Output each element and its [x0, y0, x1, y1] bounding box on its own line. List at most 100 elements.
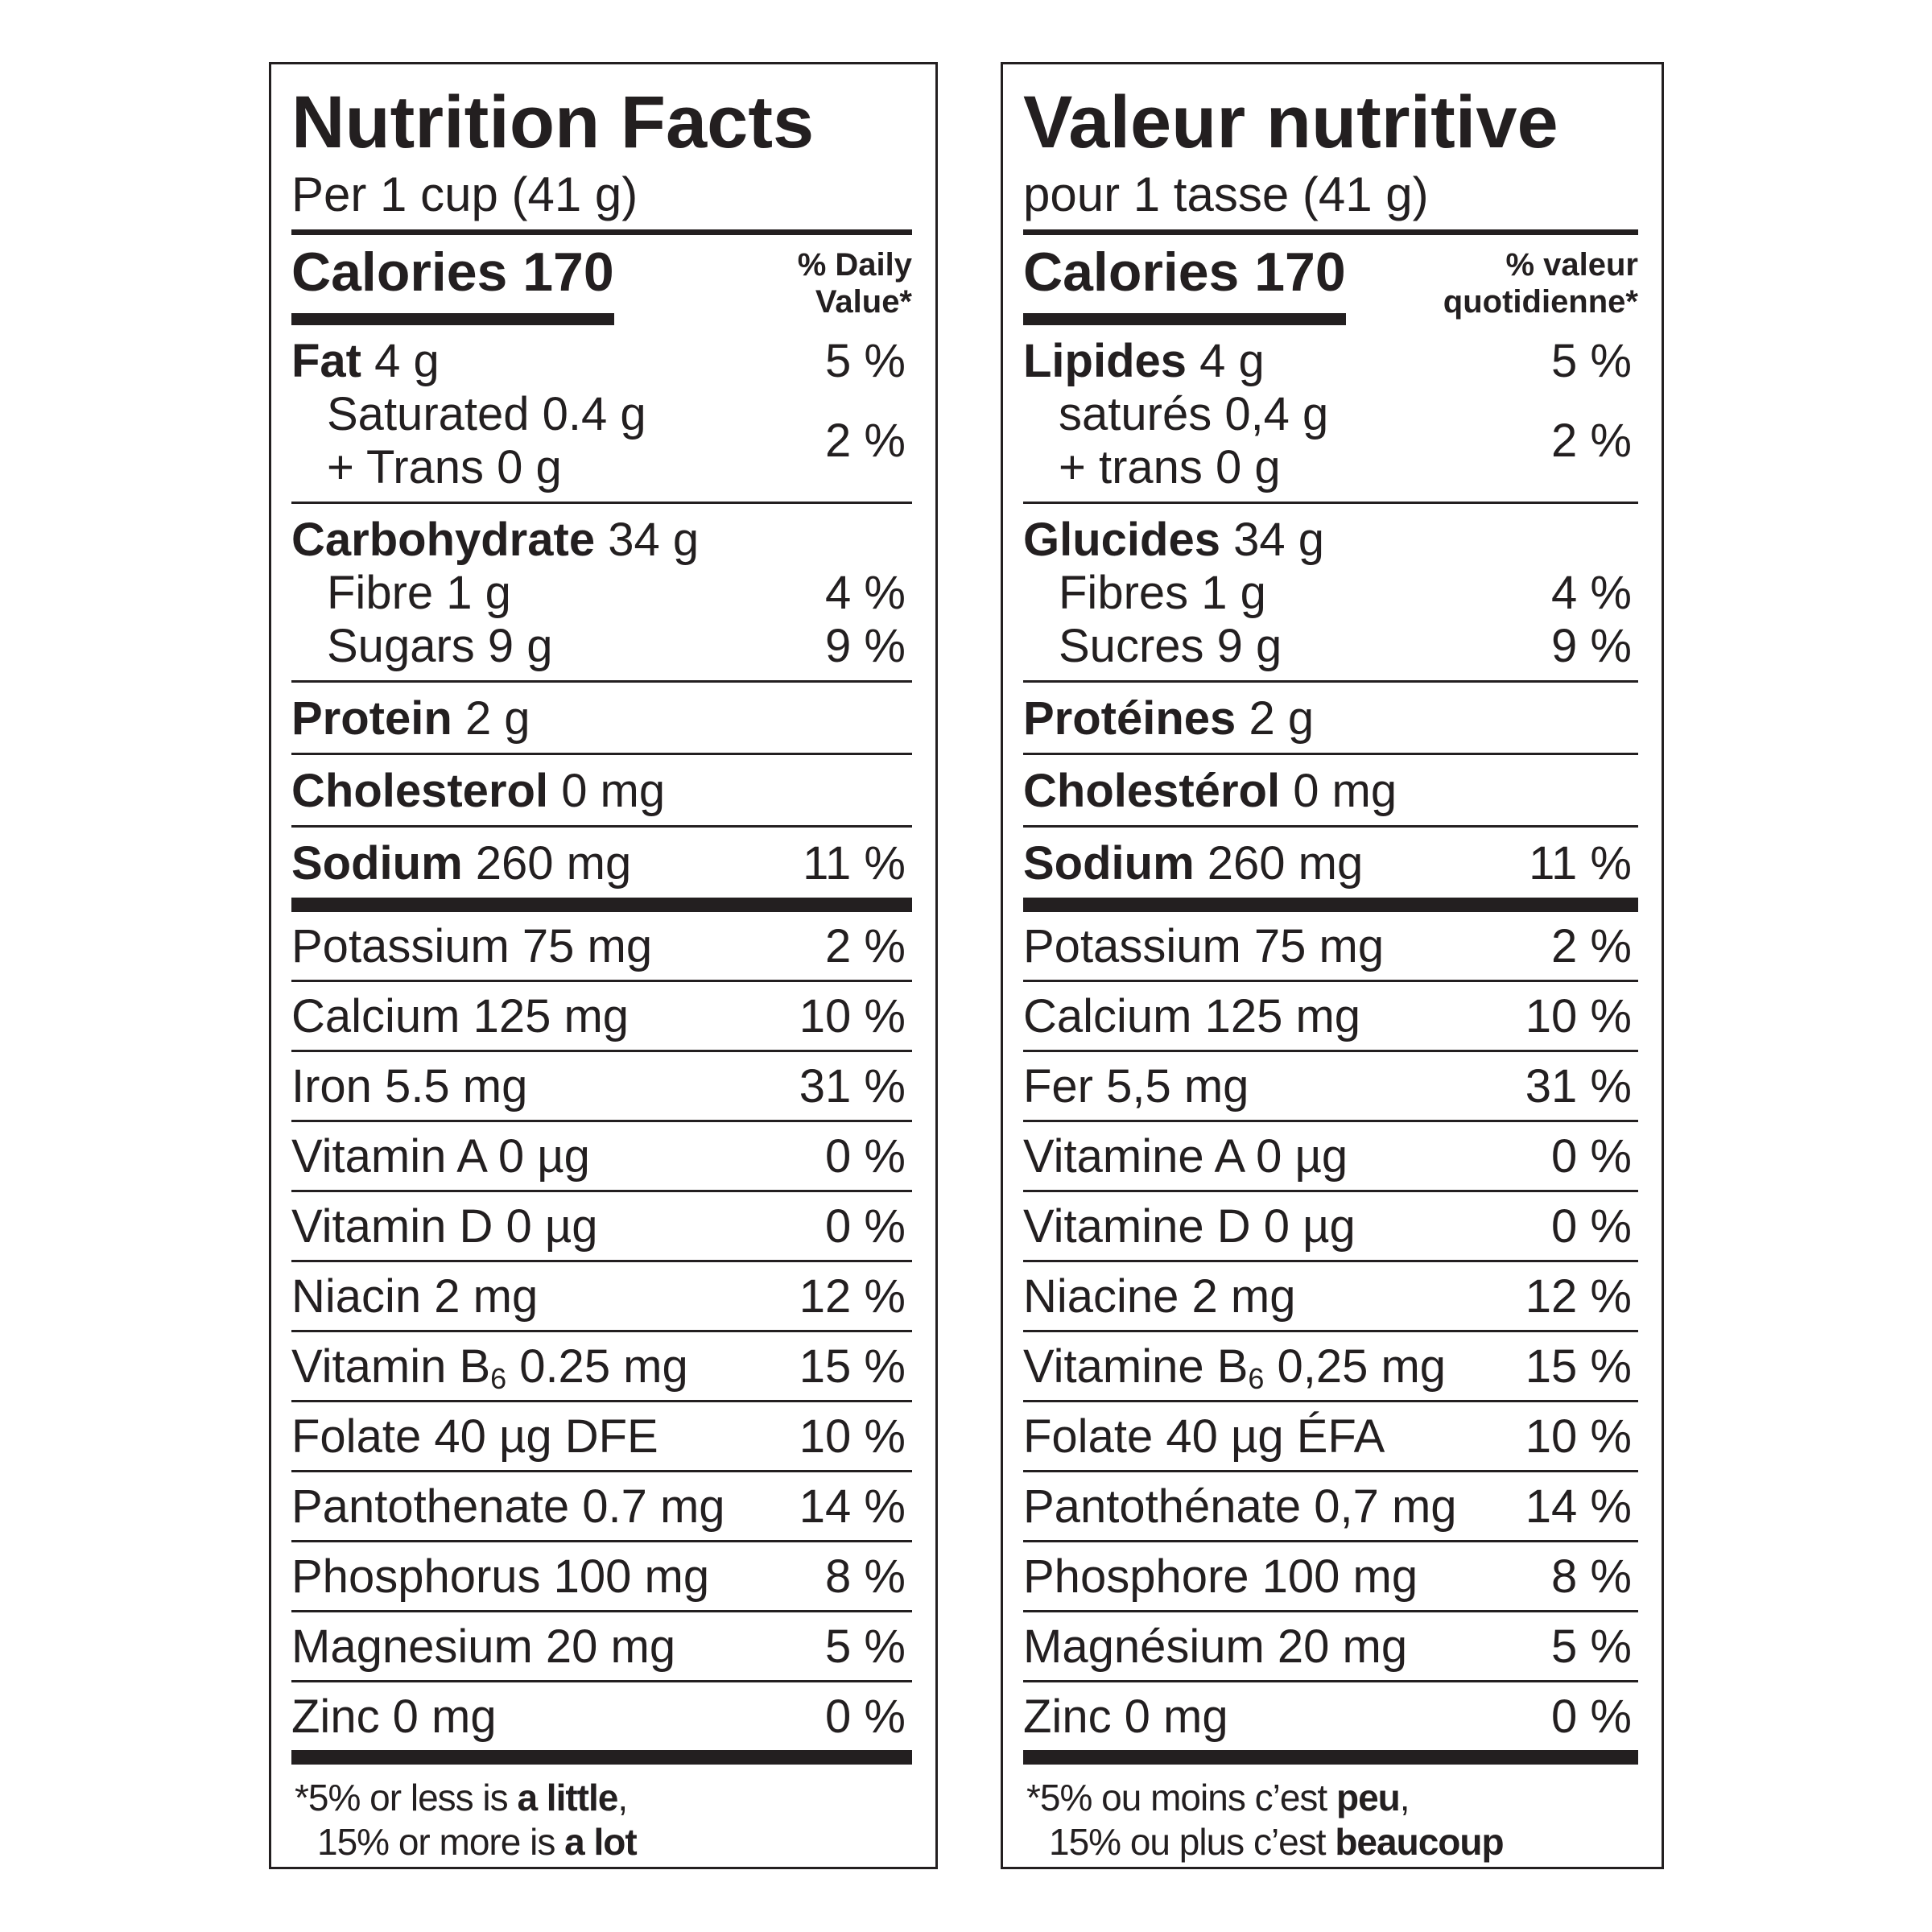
nutrient-group: Protéines 2 g [1023, 683, 1638, 753]
rule [291, 980, 912, 982]
daily-value: 0 % [1551, 1129, 1632, 1183]
footnote: *5% ou moins c’est peu, 15% ou plus c’est… [1023, 1765, 1638, 1864]
title: Valeur nutritive [1023, 81, 1558, 163]
nutrient-row: Cholestérol 0 mg [1023, 765, 1638, 818]
daily-value: 9 % [1551, 620, 1632, 672]
rule [1023, 1750, 1638, 1765]
header-line: % Daily [797, 247, 912, 283]
daily-value: 14 % [799, 1480, 906, 1533]
footnote-text: , [617, 1777, 628, 1818]
rule [1023, 1540, 1638, 1542]
daily-value: 0 % [1551, 1199, 1632, 1253]
nutrient-row: Sodium 260 mg 11 % [1023, 837, 1638, 890]
nutrient-text: Calcium 125 mg [291, 989, 630, 1042]
daily-value: 14 % [1525, 1480, 1632, 1533]
rule [1023, 1470, 1638, 1472]
nutrient-name: Protéines [1023, 692, 1236, 745]
nutrient: Protéines 2 g [1023, 692, 1314, 745]
nutrient-text: Vitamine D 0 µg [1023, 1199, 1356, 1253]
nutrient: Magnesium 20 mg [291, 1620, 675, 1674]
footnote-bold: peu [1335, 1777, 1401, 1818]
footnote-line: 15% or more is a lot [295, 1820, 912, 1864]
nutrient-row: Potassium 75 mg 2 % [1023, 912, 1638, 980]
footnote: *5% or less is a little, 15% or more is a… [291, 1765, 912, 1864]
nutrient-row: Magnésium 20 mg 5 % [1023, 1612, 1638, 1680]
nutrient-row: Zinc 0 mg 0 % [291, 1682, 912, 1750]
rule [1023, 753, 1638, 755]
nutrient-row: Vitamin D 0 µg 0 % [291, 1192, 912, 1260]
sub-row: Saturated 0.4 g + Trans 0 g 2 % [291, 388, 912, 494]
daily-value: 11 % [1529, 837, 1632, 890]
nutrient: Glucides 34 g [1023, 514, 1324, 567]
rule [291, 1680, 912, 1682]
nutrient-row: Carbohydrate 34 g [291, 514, 912, 567]
rule [1023, 1050, 1638, 1052]
header-line: Value* [815, 284, 912, 320]
nutrient-text: Pantothénate 0,7 mg [1023, 1480, 1457, 1533]
daily-value: 10 % [799, 1410, 906, 1463]
footnote-text: *5% or less is [295, 1777, 509, 1818]
nutrient-text: Vitamin D 0 µg [291, 1199, 598, 1253]
sub-nutrient: Fibres 1 g [1059, 567, 1266, 619]
sub-lines: Saturated 0.4 g + Trans 0 g [327, 388, 646, 494]
nutrient-text: Niacine 2 mg [1023, 1269, 1296, 1323]
daily-value: 10 % [1525, 1410, 1632, 1463]
sub-nutrient: + trans 0 g [1059, 441, 1281, 493]
nutrient-row: Protein 2 g [291, 692, 912, 745]
daily-value: 0 % [825, 1199, 906, 1253]
rule [1023, 1680, 1638, 1682]
nutrient-row: Iron 5.5 mg 31 % [291, 1052, 912, 1120]
rule [1023, 1330, 1638, 1332]
nutrient-name: Carbohydrate [291, 514, 596, 566]
nutrient: Folate 40 µg DFE [291, 1410, 658, 1463]
nutrient-text: Potassium 75 mg [1023, 919, 1385, 972]
daily-value: 2 % [1551, 919, 1632, 972]
footnote-line: *5% or less is a little, [295, 1776, 912, 1820]
nutrient: Vitamin B6 0.25 mg [291, 1340, 688, 1393]
title: Nutrition Facts [291, 81, 815, 163]
footnote-text: 15% ou plus c’est [1049, 1821, 1327, 1863]
rule [1023, 1260, 1638, 1262]
nutrient-row: Phosphorus 100 mg 8 % [291, 1542, 912, 1610]
nutrient-name: Cholesterol [291, 765, 549, 817]
nutrient-text: Magnésium 20 mg [1023, 1620, 1408, 1673]
daily-value: 5 % [825, 1620, 906, 1673]
nutrient-row: Glucides 34 g [1023, 514, 1638, 567]
nutrient-group: Protein 2 g [291, 683, 912, 753]
calories: Calories 170 [291, 242, 614, 303]
rule [1023, 898, 1638, 912]
daily-value: 4 % [1551, 567, 1632, 619]
nutrient: Vitamine A 0 µg [1023, 1129, 1348, 1183]
sub-lines: Fibre 1 g [327, 567, 511, 620]
nutrient: Vitamine B6 0,25 mg [1023, 1340, 1446, 1393]
nutrient-row: Niacine 2 mg 12 % [1023, 1262, 1638, 1330]
calories-row: Calories 170 % Daily Value* [291, 235, 912, 325]
rule [291, 680, 912, 683]
rule [1023, 1400, 1638, 1402]
amount: 34 g [608, 514, 700, 566]
nutrient-row: Fer 5,5 mg 31 % [1023, 1052, 1638, 1120]
amount: 2 g [464, 692, 530, 745]
sub-nutrient: saturés 0,4 g [1059, 388, 1329, 440]
rule [1023, 825, 1638, 828]
nutrient-group: Fat 4 g 5 % Saturated 0.4 g + Trans 0 g 2 % [291, 325, 912, 502]
nutrient: Fat 4 g [291, 335, 440, 388]
rule [1023, 502, 1638, 504]
daily-value: 31 % [1525, 1059, 1632, 1113]
nutrient-row: Potassium 75 mg 2 % [291, 912, 912, 980]
amount: 260 mg [1207, 837, 1364, 890]
nutrient-text: Vitamin B [291, 1340, 491, 1393]
rule [1023, 680, 1638, 683]
nutrient-name: Glucides [1023, 514, 1220, 566]
rule [1023, 1610, 1638, 1612]
daily-value: 10 % [1525, 989, 1632, 1042]
nutrient-text: Vitamine A 0 µg [1023, 1129, 1348, 1183]
daily-value: 0 % [825, 1690, 906, 1743]
amount: 4 g [374, 335, 440, 387]
nutrient-row: Calcium 125 mg 10 % [291, 982, 912, 1050]
sub-nutrient: Saturated 0.4 g [327, 388, 646, 440]
nutrient: Calcium 125 mg [1023, 989, 1360, 1043]
nutrient: Fer 5,5 mg [1023, 1059, 1249, 1113]
footnote-bold: beaucoup [1335, 1821, 1504, 1863]
